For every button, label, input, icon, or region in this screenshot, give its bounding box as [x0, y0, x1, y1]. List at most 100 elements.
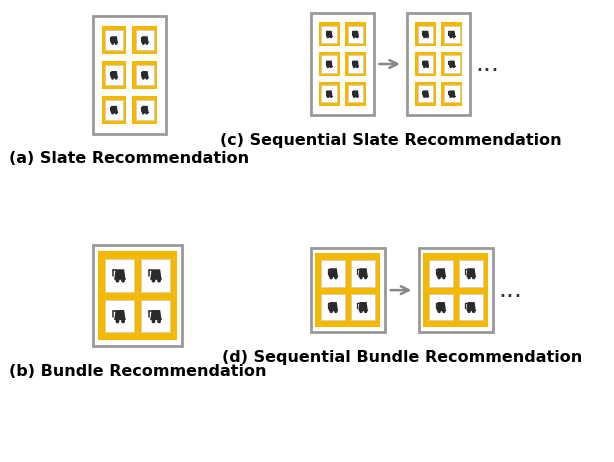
Polygon shape: [327, 91, 332, 96]
Bar: [429, 260, 453, 286]
Bar: [459, 294, 483, 321]
Polygon shape: [423, 61, 429, 66]
Circle shape: [443, 276, 445, 279]
Text: ...: ...: [476, 52, 500, 76]
Circle shape: [330, 66, 332, 67]
Polygon shape: [111, 37, 117, 42]
Bar: [311, 248, 385, 332]
Circle shape: [357, 36, 358, 38]
Circle shape: [453, 36, 454, 38]
Bar: [322, 25, 336, 43]
Bar: [348, 25, 363, 43]
Circle shape: [354, 66, 355, 67]
Circle shape: [116, 279, 119, 282]
Circle shape: [116, 320, 119, 322]
Bar: [105, 299, 134, 332]
Circle shape: [468, 276, 470, 279]
Bar: [105, 259, 134, 292]
Bar: [441, 82, 462, 106]
Circle shape: [115, 43, 117, 44]
Text: (b) Bundle Recommendation: (b) Bundle Recommendation: [9, 364, 266, 379]
Polygon shape: [359, 269, 367, 276]
Bar: [415, 52, 436, 76]
Circle shape: [327, 96, 328, 97]
Bar: [348, 85, 363, 103]
Polygon shape: [111, 72, 117, 77]
Circle shape: [142, 43, 144, 44]
Circle shape: [330, 310, 332, 312]
Circle shape: [112, 43, 114, 44]
Circle shape: [158, 320, 160, 322]
Bar: [419, 248, 493, 332]
Polygon shape: [437, 303, 445, 310]
Circle shape: [473, 310, 475, 312]
Polygon shape: [111, 107, 117, 112]
Circle shape: [335, 276, 336, 279]
Polygon shape: [327, 31, 332, 36]
Polygon shape: [449, 61, 454, 66]
Circle shape: [158, 279, 160, 282]
Polygon shape: [327, 61, 332, 66]
Circle shape: [453, 66, 454, 67]
Bar: [415, 22, 436, 46]
Circle shape: [357, 96, 358, 97]
Bar: [321, 294, 345, 321]
Polygon shape: [353, 61, 358, 66]
Polygon shape: [449, 91, 454, 96]
Bar: [93, 245, 182, 346]
Bar: [93, 16, 166, 134]
Polygon shape: [467, 269, 475, 276]
Bar: [133, 61, 157, 89]
Bar: [445, 55, 459, 73]
Text: (d) Sequential Bundle Recommendation: (d) Sequential Bundle Recommendation: [222, 350, 582, 365]
Circle shape: [450, 36, 451, 38]
Circle shape: [427, 66, 428, 67]
Bar: [348, 55, 363, 73]
Bar: [423, 253, 489, 327]
Bar: [136, 100, 154, 120]
Polygon shape: [423, 31, 429, 36]
Bar: [319, 22, 340, 46]
Circle shape: [365, 276, 367, 279]
Circle shape: [146, 77, 147, 79]
Bar: [322, 85, 336, 103]
Bar: [98, 251, 177, 340]
Bar: [345, 82, 366, 106]
Polygon shape: [115, 270, 125, 279]
Circle shape: [424, 66, 425, 67]
Bar: [441, 52, 462, 76]
Circle shape: [468, 310, 470, 312]
Circle shape: [360, 276, 362, 279]
Bar: [105, 100, 123, 120]
Bar: [102, 61, 126, 89]
Polygon shape: [353, 91, 358, 96]
Bar: [319, 52, 340, 76]
Polygon shape: [437, 269, 445, 276]
Circle shape: [335, 310, 336, 312]
Bar: [133, 96, 157, 124]
Bar: [445, 25, 459, 43]
Bar: [429, 294, 453, 321]
Circle shape: [427, 36, 428, 38]
Circle shape: [453, 96, 454, 97]
Circle shape: [115, 112, 117, 114]
Circle shape: [354, 96, 355, 97]
Polygon shape: [142, 37, 148, 42]
Circle shape: [327, 66, 328, 67]
Text: ...: ...: [499, 278, 523, 302]
Circle shape: [330, 276, 332, 279]
Bar: [105, 65, 123, 85]
Circle shape: [327, 36, 328, 38]
Circle shape: [330, 96, 332, 97]
Polygon shape: [423, 91, 429, 96]
Circle shape: [142, 77, 144, 79]
Circle shape: [330, 36, 332, 38]
Text: (a) Slate Recommendation: (a) Slate Recommendation: [9, 152, 249, 166]
Circle shape: [438, 276, 440, 279]
Circle shape: [122, 279, 124, 282]
Circle shape: [360, 310, 362, 312]
Circle shape: [473, 276, 475, 279]
Bar: [415, 82, 436, 106]
Bar: [102, 96, 126, 124]
Bar: [345, 22, 366, 46]
